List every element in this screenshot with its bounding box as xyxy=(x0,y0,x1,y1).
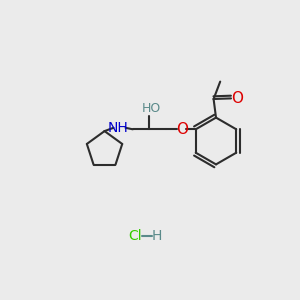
Text: NH: NH xyxy=(107,121,128,135)
Text: Cl: Cl xyxy=(128,229,142,242)
Text: O: O xyxy=(176,122,188,137)
Text: H: H xyxy=(152,229,162,242)
Text: O: O xyxy=(232,91,244,106)
Text: HO: HO xyxy=(142,102,161,115)
